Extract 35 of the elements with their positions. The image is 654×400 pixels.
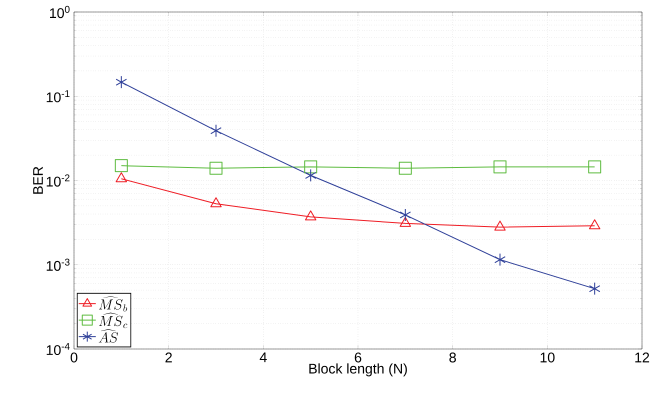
point [304,168,316,182]
point [588,160,602,174]
point [588,219,600,230]
y-tick-label: 10$^{-3}$ [46,258,70,271]
point [588,282,600,296]
legend-label: $\widehat{MS}_b$ [99,296,128,312]
x-axis-title: Block length (N) [309,363,407,376]
x-tick-label: 2 [165,352,172,362]
x-tick-label: 8 [449,352,456,362]
point [304,160,318,174]
x-tick-label: 12 [635,352,650,362]
y-tick-label: 10$^{0}$ [50,6,70,18]
y-tick-label: 10$^{-4}$ [46,342,70,356]
point [210,197,222,208]
point [494,253,506,266]
point [494,220,506,231]
legend-label: $\widehat{MS}_c$ [99,312,128,328]
point [114,159,128,172]
legend-label: $\widehat{AS}$ [98,329,118,343]
y-tick-label: 10$^{-2}$ [46,174,70,187]
point [304,210,316,220]
point [400,216,412,227]
point [116,172,128,182]
x-tick-label: 10 [540,352,555,362]
x-tick-label: 0 [70,352,78,362]
point [494,160,506,174]
point [210,124,222,138]
x-tick-label: 6 [354,352,362,362]
point [398,162,412,175]
x-tick-label: 4 [260,352,267,362]
point [210,162,222,175]
y-tick-label: 10$^{-1}$ [46,90,70,102]
point [400,208,412,222]
y-axis-title: BER [33,166,43,194]
point [116,76,128,89]
